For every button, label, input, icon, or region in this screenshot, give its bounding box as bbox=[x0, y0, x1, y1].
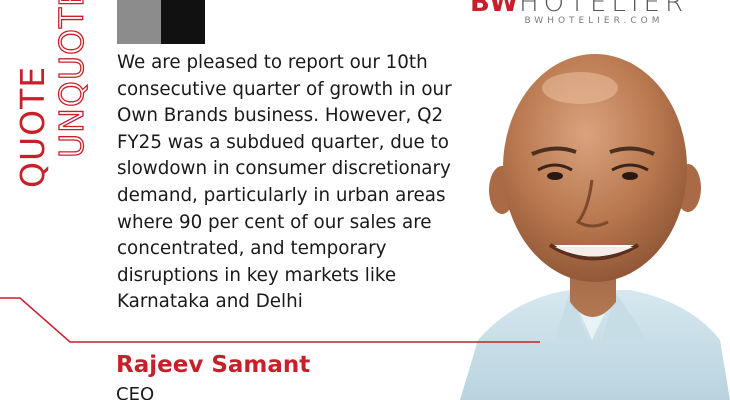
author-title: CEO bbox=[116, 384, 155, 400]
author-name: Rajeev Samant bbox=[116, 352, 311, 378]
quote-text: We are pleased to report our 10th consec… bbox=[117, 52, 452, 313]
grey-square-decoration bbox=[117, 0, 161, 44]
brand-logo-bw: BW bbox=[470, 0, 520, 18]
black-square-decoration bbox=[161, 0, 205, 44]
brand-logo-hotelier: HOTELIER bbox=[519, 0, 689, 18]
author-photo bbox=[460, 54, 730, 400]
brand-logo: BWHOTELIER bbox=[470, 0, 720, 28]
brand-url: BWHOTELIER.COM bbox=[524, 16, 664, 26]
